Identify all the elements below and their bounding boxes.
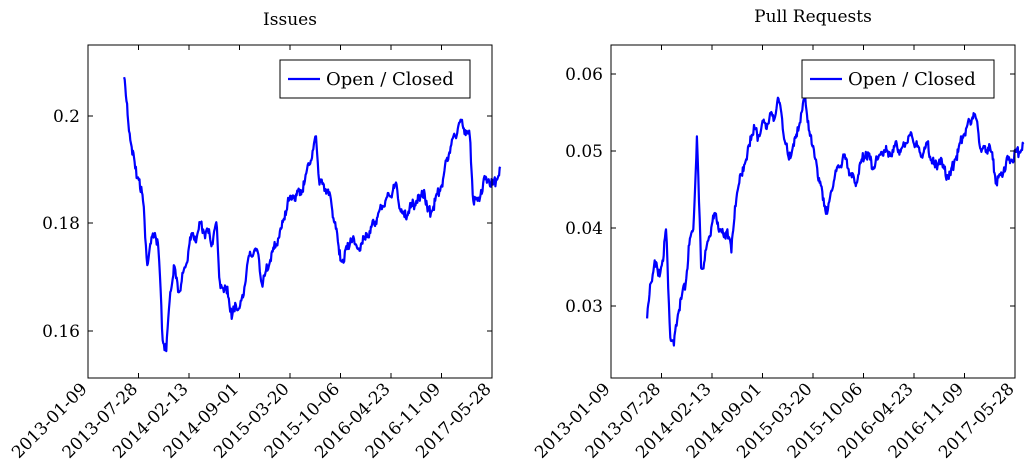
series-line-open-closed [123, 76, 502, 353]
legend-label: Open / Closed [326, 69, 454, 90]
legend-label: Open / Closed [848, 69, 976, 90]
issues-chart: Issues2013-01-092013-07-282014-02-132014… [8, 10, 502, 463]
y-tick-label: 0.16 [42, 322, 80, 342]
legend: Open / Closed [801, 59, 995, 99]
pull-requests-chart: Pull Requests2013-01-092013-07-282014-02… [531, 7, 1025, 463]
series-line-open-closed [646, 96, 1025, 347]
y-tick-label: 0.03 [565, 297, 603, 317]
y-tick-label: 0.06 [565, 65, 603, 85]
legend: Open / Closed [279, 59, 471, 99]
y-tick-label: 0.05 [565, 142, 603, 162]
chart-title: Issues [263, 10, 317, 30]
y-tick-label: 0.2 [53, 107, 80, 127]
chart-title: Pull Requests [754, 7, 872, 27]
y-tick-label: 0.04 [565, 219, 603, 239]
y-tick-label: 0.18 [42, 214, 80, 234]
